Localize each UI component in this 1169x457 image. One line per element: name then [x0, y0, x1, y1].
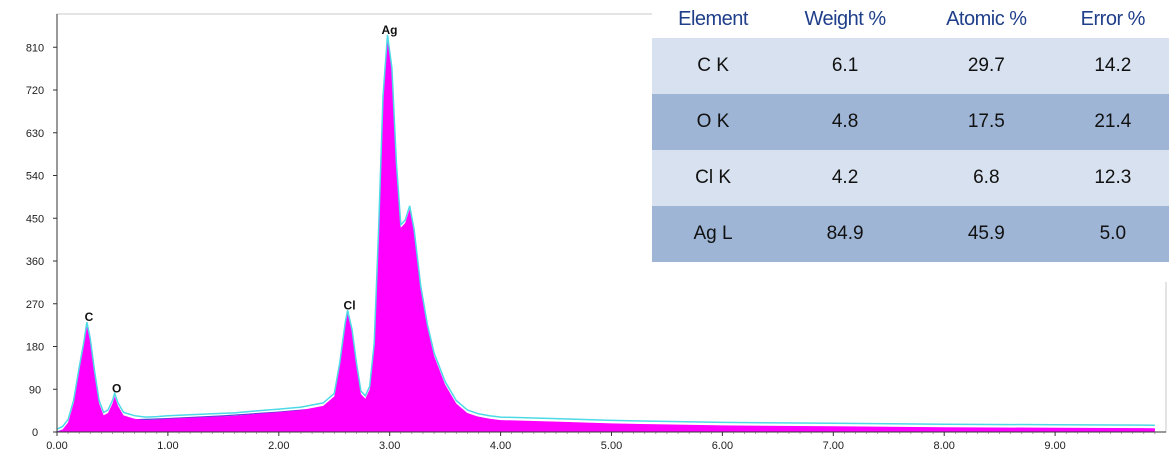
cell-weight: 6.1 — [774, 38, 917, 94]
cell-error: 5.0 — [1056, 206, 1169, 262]
header-weight: Weight % — [804, 7, 886, 30]
cell-atomic: 29.7 — [916, 38, 1057, 94]
y-tick-label: 450 — [26, 213, 44, 225]
spectrum-layer — [56, 34, 1155, 433]
cell-atomic: 17.5 — [916, 94, 1057, 150]
cell-weight: 84.9 — [774, 206, 917, 262]
table-header-row: Element Weight % Atomic % Error % — [652, 0, 1169, 38]
x-tick-label: 1.00 — [157, 440, 178, 452]
y-tick-label: 360 — [26, 256, 44, 268]
y-tick-label: 90 — [29, 384, 41, 396]
peak-labels: C O Cl Ag — [85, 23, 398, 396]
peak-label: Ag — [381, 23, 397, 37]
cell-error: 12.3 — [1056, 150, 1169, 206]
cell-weight: 4.8 — [774, 94, 917, 150]
x-tick-label: 5.00 — [601, 440, 622, 452]
cell-atomic: 45.9 — [916, 206, 1057, 262]
x-tick-label: 6.00 — [712, 440, 733, 452]
y-tick-label: 720 — [26, 85, 44, 97]
table-row: Cl K 4.2 6.8 12.3 — [652, 150, 1169, 206]
x-tick-label: 9.00 — [1044, 440, 1065, 452]
axes: 0.00 1.00 2.00 3.00 4.00 5.00 6.00 7.00 8.00 9.00… — [26, 14, 1166, 452]
y-tick-label: 540 — [26, 171, 44, 183]
header-error: Error % — [1080, 7, 1146, 30]
table-row: Ag L 84.9 45.9 5.0 — [652, 206, 1169, 262]
cell-element: O K — [652, 94, 775, 150]
composition-table: Element Weight % Atomic % Error % C K 6.… — [652, 0, 1169, 262]
x-tick-label: 3.00 — [379, 440, 400, 452]
x-tick-label: 4.00 — [490, 440, 511, 452]
fit-line — [56, 34, 1155, 430]
table-row: C K 6.1 29.7 14.2 — [652, 38, 1169, 94]
cell-atomic: 6.8 — [916, 150, 1057, 206]
y-tick-label: 810 — [26, 42, 44, 54]
cell-weight: 4.2 — [774, 150, 917, 206]
x-tick-label: 0.00 — [46, 440, 67, 452]
y-tick-label: 270 — [26, 299, 44, 311]
cell-error: 14.2 — [1056, 38, 1169, 94]
cell-element: Cl K — [652, 150, 775, 206]
composition-table-panel: Element Weight % Atomic % Error % C K 6.… — [652, 0, 1169, 282]
cell-element: Ag L — [652, 206, 775, 262]
cell-element: C K — [652, 38, 775, 94]
peak-label: Cl — [344, 298, 356, 312]
x-tick-label: 7.00 — [823, 440, 844, 452]
x-tick-label: 2.00 — [268, 440, 289, 452]
peak-label: O — [112, 381, 121, 395]
y-tick-label: 630 — [26, 128, 44, 140]
header-atomic: Atomic % — [946, 7, 1027, 30]
y-tick-label: 0 — [32, 427, 38, 439]
table-row: O K 4.8 17.5 21.4 — [652, 94, 1169, 150]
y-tick-label: 180 — [26, 342, 44, 354]
cell-error: 21.4 — [1056, 94, 1169, 150]
x-tick-label: 8.00 — [933, 440, 954, 452]
header-element: Element — [678, 7, 748, 30]
peak-label: C — [85, 310, 94, 324]
